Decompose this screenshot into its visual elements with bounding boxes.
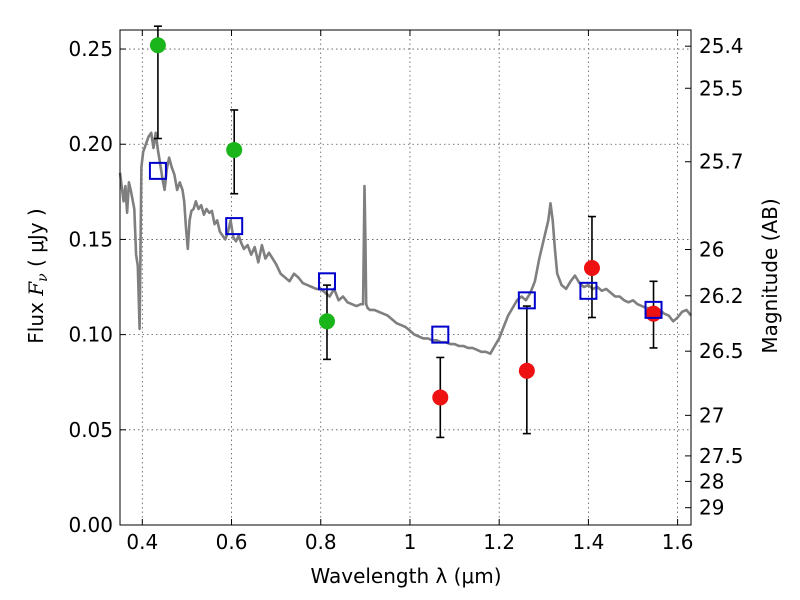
- data-point: [645, 305, 662, 322]
- x-tick-label: 1: [404, 530, 417, 554]
- model-photometry-point: [225, 217, 244, 236]
- y-tick-label: 0.20: [68, 132, 113, 156]
- y-axis-title-pre: Flux: [24, 296, 48, 344]
- y2-tick-label: 27.5: [699, 444, 744, 468]
- y-axis-title: Flux Fν ( μJy ): [24, 208, 51, 343]
- y2-tick-label: 29: [699, 496, 724, 520]
- data-point: [583, 259, 600, 276]
- data-point: [432, 389, 449, 406]
- y2-tick-label: 26.2: [699, 284, 744, 308]
- x-tick-label: 1.2: [483, 530, 515, 554]
- y-tick-label: 0.25: [68, 37, 113, 61]
- y2-tick-label: 25.4: [699, 34, 744, 58]
- y-axis-title-post: ( μJy ): [24, 208, 48, 273]
- y2-tick-label: 26: [699, 238, 724, 262]
- error-bars: [153, 25, 658, 439]
- data-points: [148, 37, 663, 406]
- y2-tick-label: 28: [699, 469, 724, 493]
- x-tick-label: 1.6: [662, 530, 694, 554]
- model-photometry-point: [148, 161, 167, 180]
- model-spectrum: [118, 131, 693, 356]
- x-axis-ticks: 0.4 0.6 0.8 1 1.2 1.4 1.6: [126, 30, 694, 554]
- model-photometry-point: [579, 281, 598, 300]
- y2-tick-label: 26.5: [699, 339, 744, 363]
- model-spectrum-line: [118, 131, 693, 356]
- data-point: [518, 362, 535, 379]
- model-photometry-point: [431, 325, 450, 344]
- y2-axis-title: Magnitude (AB): [758, 198, 782, 353]
- model-photometry-point: [517, 291, 536, 310]
- model-photometry-point: [317, 272, 336, 291]
- x-tick-label: 0.4: [126, 530, 158, 554]
- y2-tick-label: 25.7: [699, 150, 744, 174]
- data-point: [149, 37, 166, 54]
- y-axis-title-symbol: F: [24, 281, 48, 297]
- y-tick-label: 0.00: [68, 513, 113, 537]
- x-tick-label: 0.6: [216, 530, 248, 554]
- plot-frame: [119, 29, 692, 526]
- x-tick-label: 1.4: [572, 530, 604, 554]
- x-axis-title: Wavelength λ (μm): [310, 564, 501, 588]
- y-tick-label: 0.10: [68, 323, 113, 347]
- model-photometry-point: [644, 300, 663, 319]
- data-point: [226, 141, 243, 158]
- y-tick-label: 0.15: [68, 227, 113, 251]
- y-axis-ticks: 0.00 0.05 0.10 0.15 0.20 0.25: [68, 37, 126, 537]
- y2-tick-label: 25.5: [699, 76, 744, 100]
- x-tick-label: 0.8: [305, 530, 337, 554]
- grid: [120, 30, 691, 526]
- y2-tick-label: 27: [699, 403, 724, 427]
- y-axis-title-subscript: ν: [35, 273, 51, 282]
- data-point: [318, 313, 335, 330]
- y2-axis-ticks: 25.4 25.5 25.7 26 26.2 26.5 27 27.528 29: [685, 34, 744, 520]
- y-tick-label: 0.05: [68, 418, 113, 442]
